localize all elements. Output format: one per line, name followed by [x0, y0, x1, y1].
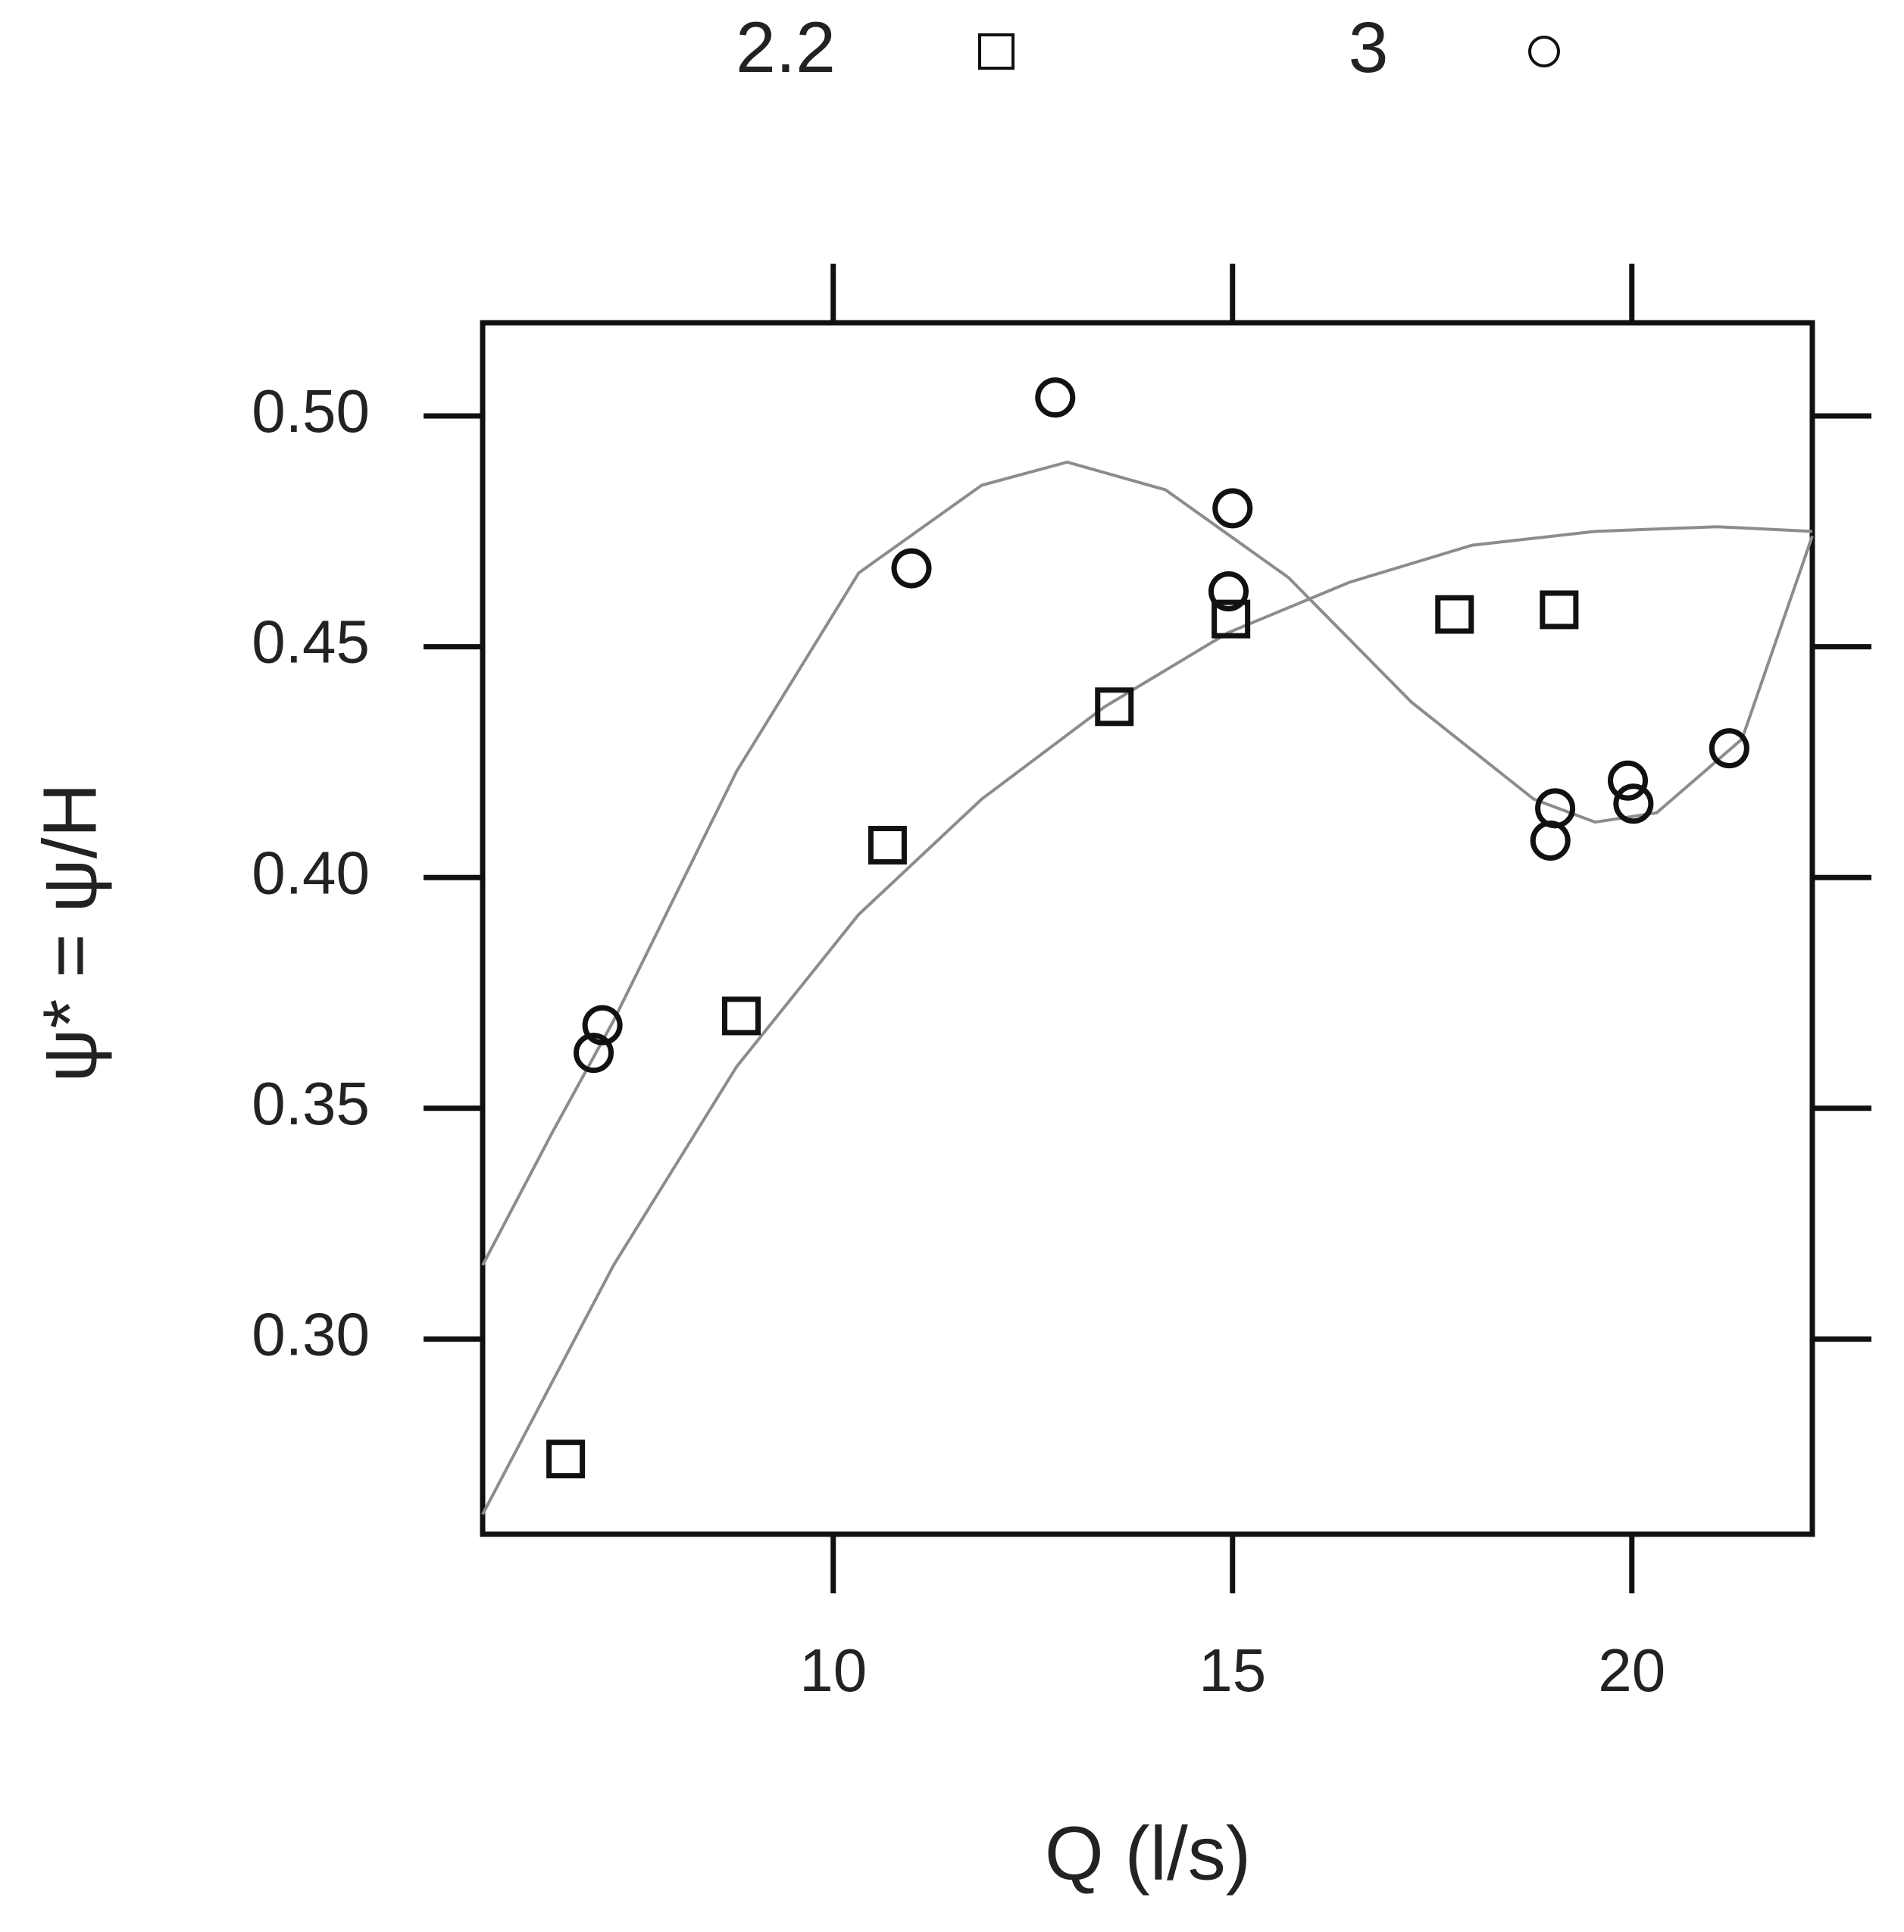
point — [1540, 590, 1579, 630]
plot-frame — [480, 320, 1815, 1537]
y-tick-label: 0.50 — [252, 377, 370, 445]
y-tick-label: 0.35 — [252, 1070, 370, 1137]
legend-label: 2.2 — [736, 8, 836, 88]
point — [891, 548, 932, 589]
point — [1535, 788, 1576, 829]
x-tick-label: 15 — [1199, 1637, 1266, 1704]
point — [1211, 599, 1251, 639]
point — [1608, 760, 1649, 801]
x-tick-label: 20 — [1598, 1637, 1665, 1704]
fit-curve — [481, 525, 1813, 1515]
point — [722, 996, 761, 1036]
point — [1709, 728, 1749, 769]
point — [868, 826, 907, 865]
point — [1095, 687, 1134, 727]
point — [1212, 488, 1253, 529]
legend-marker — [978, 33, 1015, 70]
x-axis-label: Q (l/s) — [1045, 1811, 1251, 1896]
legend-marker — [1528, 36, 1560, 67]
point — [1208, 571, 1249, 612]
point — [1035, 377, 1076, 418]
y-tick-label: 0.45 — [252, 608, 370, 676]
y-tick-label: 0.30 — [252, 1300, 370, 1368]
point — [574, 1033, 614, 1074]
point — [1435, 595, 1474, 634]
legend-label: 3 — [1349, 8, 1389, 88]
point — [582, 1005, 623, 1046]
y-tick-label: 0.40 — [252, 839, 370, 906]
fit-curve — [481, 460, 1814, 1266]
point — [1613, 783, 1654, 824]
x-tick-label: 10 — [799, 1637, 867, 1704]
y-axis-label: ψ* = ψ/H — [27, 783, 112, 1082]
point — [1530, 820, 1571, 861]
point — [546, 1440, 586, 1479]
